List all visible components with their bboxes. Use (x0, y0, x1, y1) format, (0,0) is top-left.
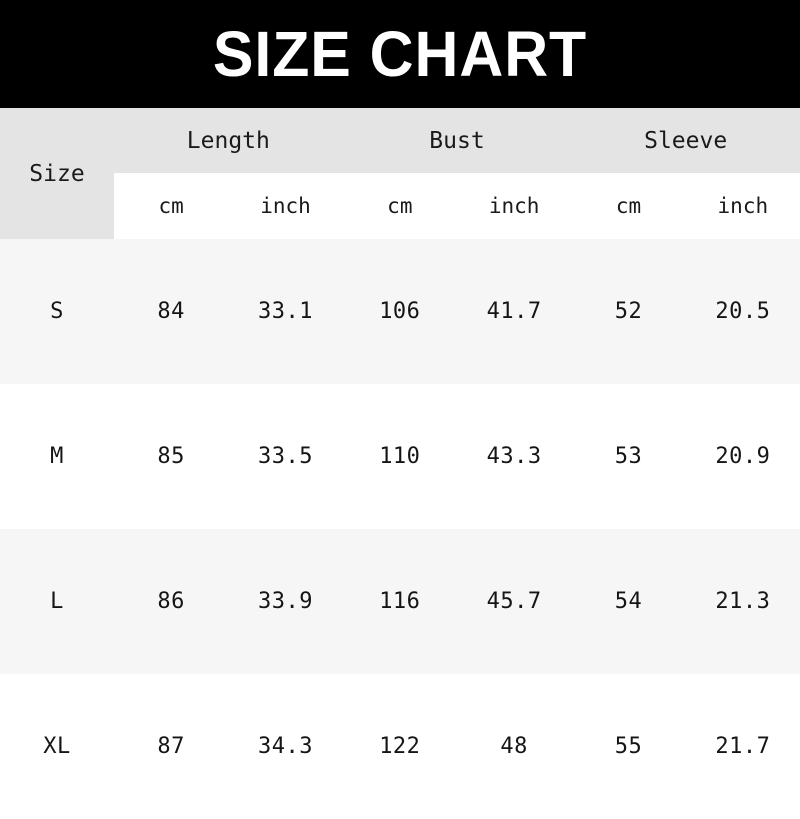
table-row: L 86 33.9 116 45.7 54 21.3 (0, 529, 800, 674)
cell-sleeve-cm: 55 (571, 674, 686, 819)
cell-bust-inch: 43.3 (456, 384, 572, 529)
table-row: XL 87 34.3 122 48 55 21.7 (0, 674, 800, 819)
cell-sleeve-inch: 21.7 (685, 674, 800, 819)
header-unit-row: cm inch cm inch cm inch (0, 173, 800, 239)
cell-length-inch: 33.5 (228, 384, 343, 529)
header-group-sleeve: Sleeve (571, 108, 800, 173)
cell-bust-inch: 45.7 (456, 529, 572, 674)
size-chart-table-container: Size Length Bust Sleeve cm inch cm inch … (0, 108, 800, 819)
header-unit-sleeve-inch: inch (685, 173, 800, 239)
header-unit-sleeve-cm: cm (571, 173, 686, 239)
cell-sleeve-inch: 21.3 (685, 529, 800, 674)
header-group-bust: Bust (342, 108, 572, 173)
cell-length-inch: 33.9 (228, 529, 343, 674)
cell-sleeve-inch: 20.9 (685, 384, 800, 529)
cell-size: M (0, 384, 114, 529)
cell-bust-cm: 110 (342, 384, 457, 529)
cell-length-inch: 33.1 (228, 239, 343, 384)
cell-size: XL (0, 674, 114, 819)
page-title: SIZE CHART (212, 18, 588, 90)
cell-bust-cm: 122 (342, 674, 457, 819)
cell-length-cm: 85 (114, 384, 229, 529)
header-unit-length-inch: inch (228, 173, 343, 239)
size-chart-table: Size Length Bust Sleeve cm inch cm inch … (0, 108, 800, 819)
header-unit-bust-cm: cm (342, 173, 457, 239)
table-row: S 84 33.1 106 41.7 52 20.5 (0, 239, 800, 384)
header-unit-bust-inch: inch (456, 173, 572, 239)
cell-length-cm: 84 (114, 239, 229, 384)
cell-sleeve-inch: 20.5 (685, 239, 800, 384)
table-header: Size Length Bust Sleeve cm inch cm inch … (0, 108, 800, 239)
header-unit-length-cm: cm (114, 173, 229, 239)
cell-size: L (0, 529, 114, 674)
cell-length-cm: 87 (114, 674, 229, 819)
header-size: Size (0, 108, 114, 239)
title-banner: SIZE CHART (0, 0, 800, 108)
cell-bust-cm: 106 (342, 239, 457, 384)
header-group-row: Size Length Bust Sleeve (0, 108, 800, 239)
cell-bust-inch: 41.7 (456, 239, 572, 384)
cell-bust-inch: 48 (456, 674, 572, 819)
table-body: S 84 33.1 106 41.7 52 20.5 M 85 33.5 110… (0, 239, 800, 819)
cell-length-cm: 86 (114, 529, 229, 674)
cell-sleeve-cm: 52 (571, 239, 686, 384)
table-row: M 85 33.5 110 43.3 53 20.9 (0, 384, 800, 529)
cell-sleeve-cm: 54 (571, 529, 686, 674)
cell-bust-cm: 116 (342, 529, 457, 674)
cell-length-inch: 34.3 (228, 674, 343, 819)
cell-sleeve-cm: 53 (571, 384, 686, 529)
cell-size: S (0, 239, 114, 384)
header-group-length: Length (114, 108, 343, 173)
